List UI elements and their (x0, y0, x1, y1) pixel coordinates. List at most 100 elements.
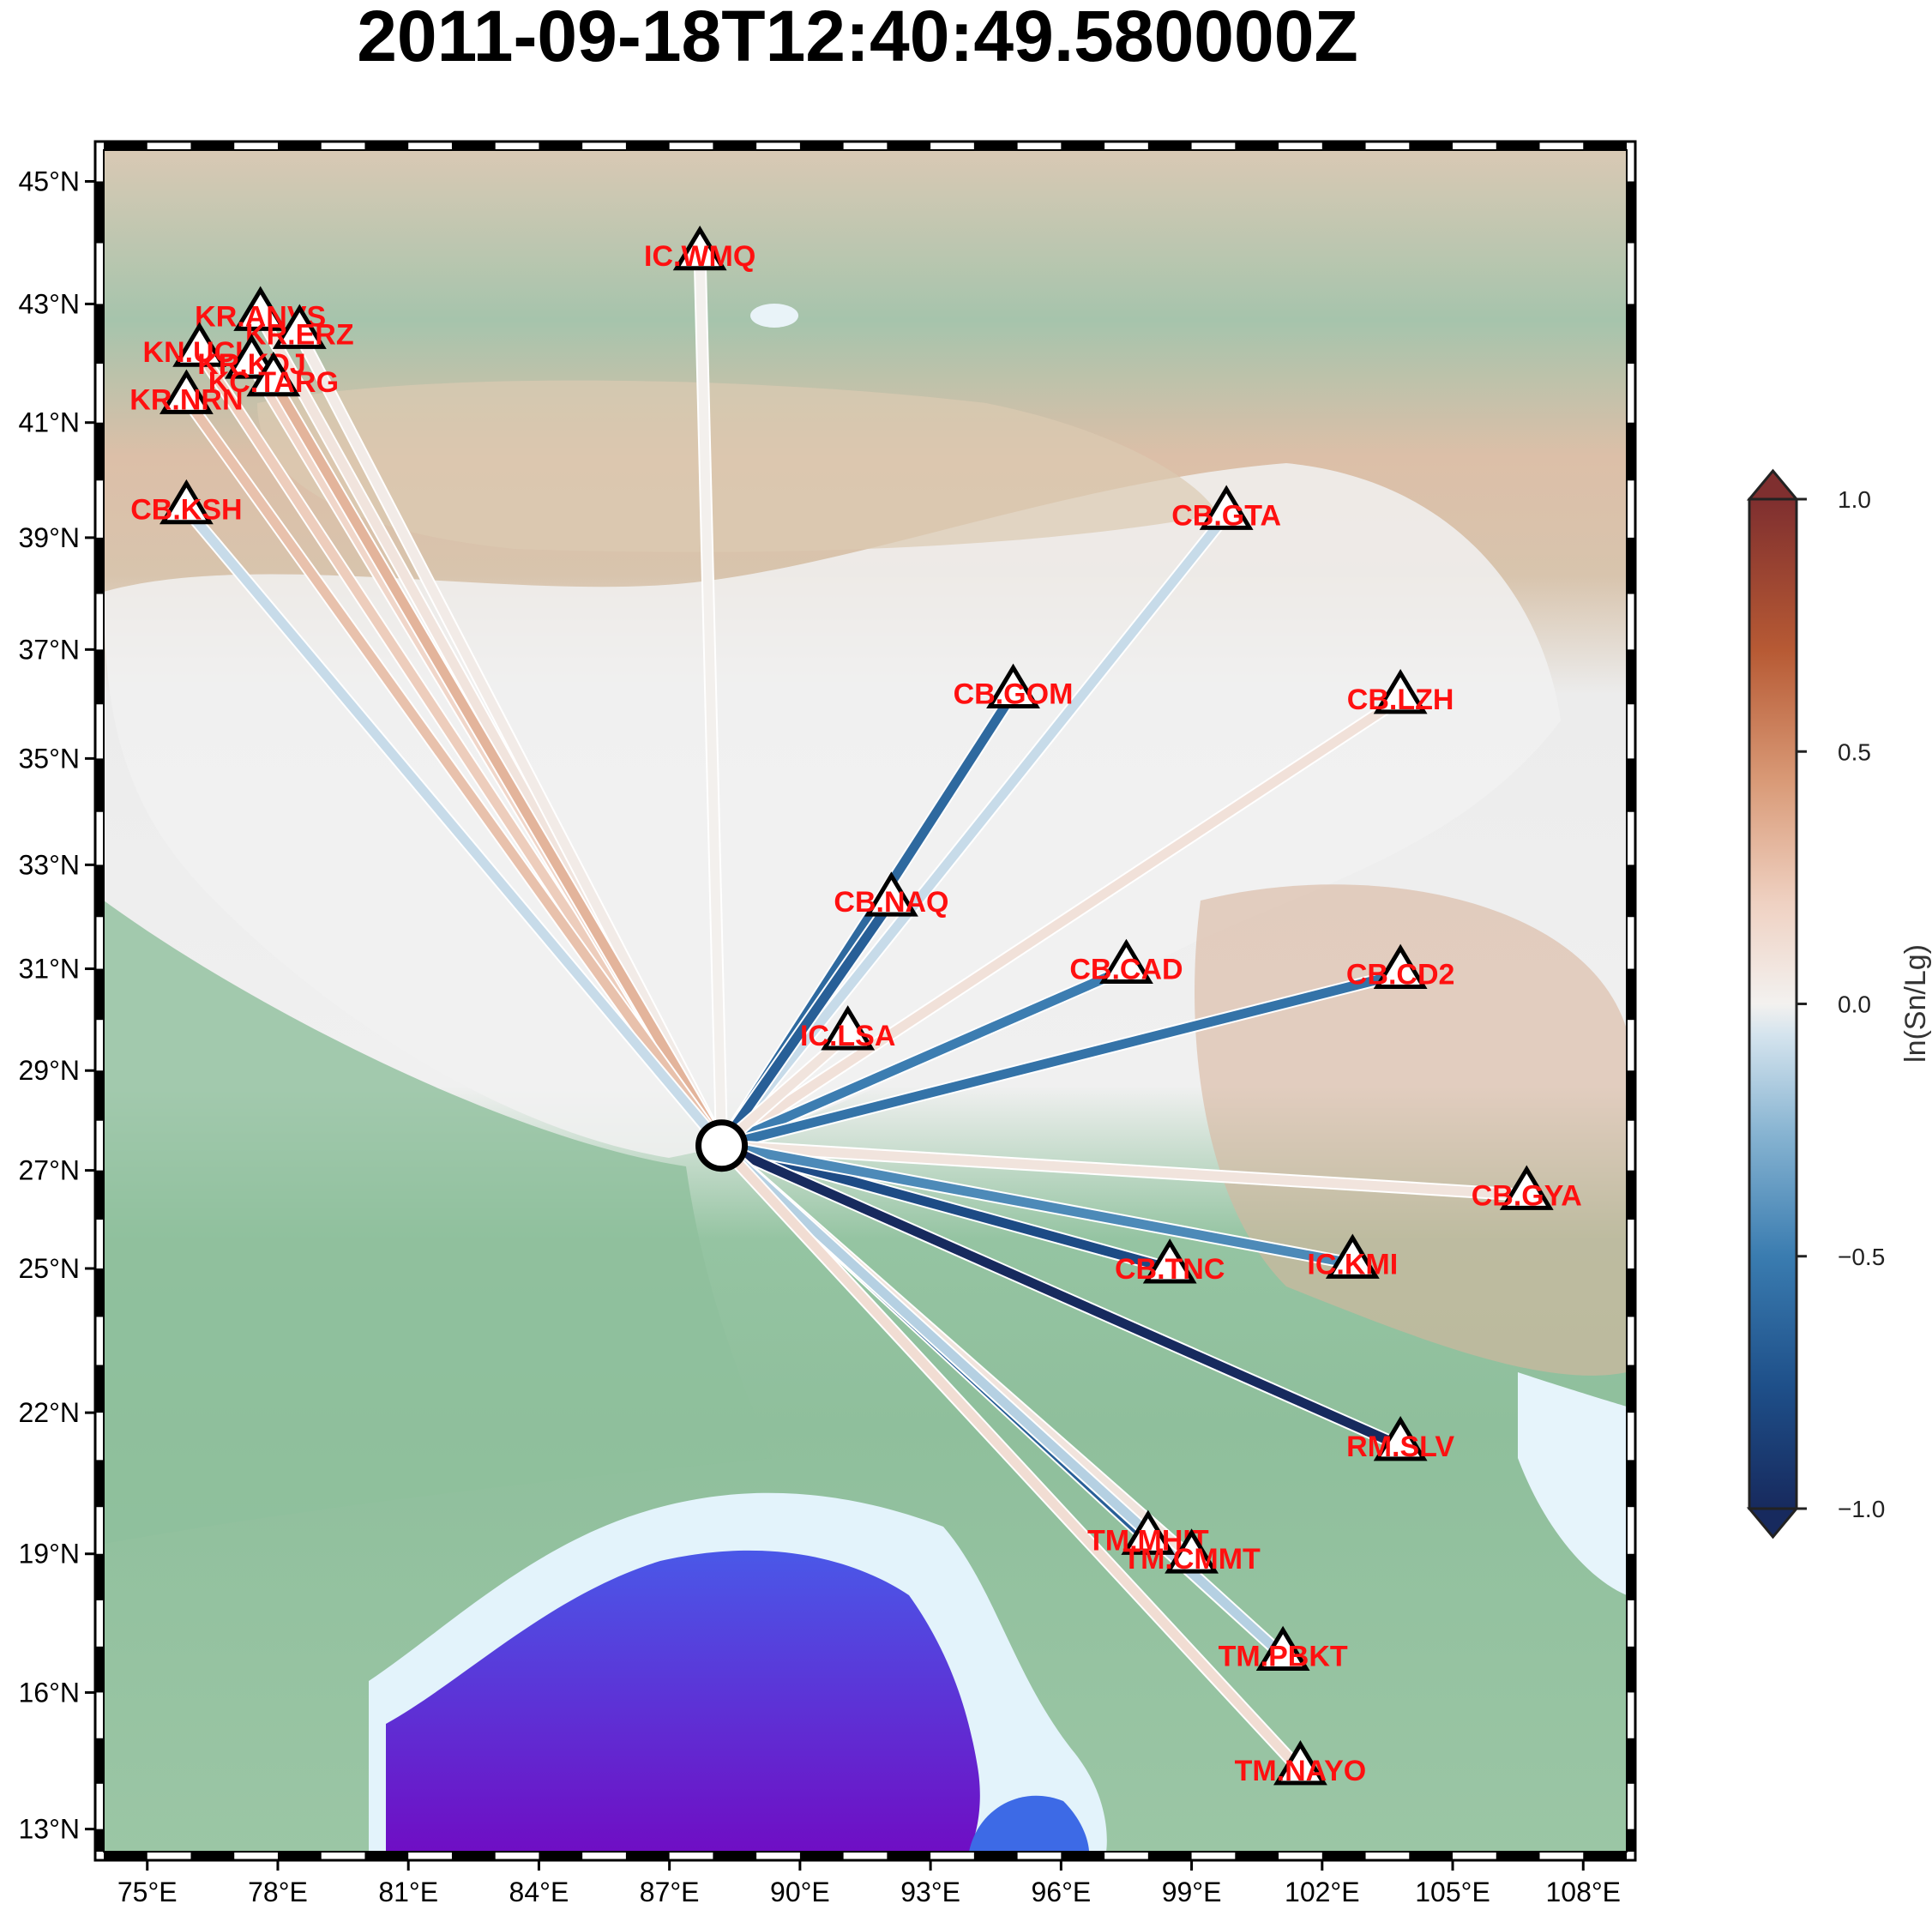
lon-tick-label: 84°E (509, 1877, 569, 1907)
lon-tick-label: 81°E (378, 1877, 438, 1907)
frame-segment (451, 1852, 496, 1860)
frame-segment (277, 1852, 322, 1860)
ray-path (718, 1142, 1304, 1774)
station-label: CB.GYA (1472, 1179, 1582, 1212)
lat-tick-label: 35°N (19, 743, 81, 774)
colorbar-tick-label: 1.0 (1838, 486, 1871, 513)
station-triangle[interactable] (1373, 1415, 1428, 1461)
station-triangle[interactable] (1165, 1528, 1219, 1574)
station-triangle[interactable] (246, 351, 301, 397)
frame-segment (1627, 1738, 1635, 1784)
ray-path (295, 331, 726, 1148)
colorbar-tick-label: 0.0 (1838, 991, 1871, 1018)
frame-segment (104, 1852, 147, 1860)
frame-segment (190, 142, 235, 150)
colorbar-title: ln(Sn/Lg) (1899, 944, 1932, 1063)
station-triangle[interactable] (225, 334, 279, 379)
colorbar-bar (1748, 497, 1798, 1510)
lat-tick-label: 31°N (19, 954, 81, 985)
station-label: TM.NAYO (1235, 1755, 1367, 1787)
frame-segment (799, 142, 844, 150)
lat-tick-label: 39°N (19, 522, 81, 553)
frame-segment (1583, 142, 1627, 150)
station-triangle[interactable] (1199, 485, 1254, 530)
station-label: CB.CAD (1069, 954, 1183, 986)
frame-segment (95, 422, 104, 481)
station-label: KR.NRN (129, 383, 243, 416)
frame-segment (1627, 537, 1635, 594)
frame-segment (451, 142, 496, 150)
ray-path (719, 695, 1404, 1150)
lon-tick-label: 78°E (248, 1877, 308, 1907)
station-label: CB.NAQ (834, 886, 948, 919)
frame-segment (1627, 649, 1635, 705)
station-triangle[interactable] (1255, 1625, 1310, 1672)
event-marker[interactable] (695, 1119, 749, 1172)
frame-segment (539, 1852, 583, 1860)
stations-layer: IC.WMQKR.ANVSKR.ERZKN.UCHKR.KDJKC.TARGKR… (129, 225, 1582, 1787)
frame-segment (95, 1070, 104, 1121)
lon-tick-label: 90°E (770, 1877, 830, 1907)
frame-segment (1627, 1365, 1635, 1413)
lon-tick-label: 87°E (640, 1877, 700, 1907)
station-triangle[interactable] (159, 479, 214, 525)
station-triangle[interactable] (1099, 938, 1153, 985)
lat-tick-label: 43°N (19, 288, 81, 319)
station-triangle[interactable] (1499, 1165, 1554, 1210)
frame-segment (1627, 1268, 1635, 1317)
frame-segment (1627, 758, 1635, 812)
frame-segment (713, 1852, 757, 1860)
ray-path (719, 964, 1129, 1150)
lon-tick-label: 75°E (117, 1877, 178, 1907)
frame-segment (1235, 1852, 1279, 1860)
frame-segment (95, 1553, 104, 1600)
frame-segment (1627, 1070, 1635, 1121)
station-triangle[interactable] (1142, 1238, 1197, 1284)
frame-segment (1496, 142, 1540, 150)
station-triangle[interactable] (821, 1005, 876, 1051)
frame-segment (973, 142, 1018, 150)
axis-ticks: 75°E 78°E 81°E 84°E 87°E 90°E 93°E 96°E 99°E 102°… (19, 166, 1622, 1907)
station-triangle[interactable] (272, 304, 327, 349)
ray-path (720, 969, 1402, 1151)
station-label: KC.TARG (208, 366, 339, 399)
station-triangle[interactable] (1373, 669, 1428, 714)
colorbar-max-triangle (1746, 468, 1800, 501)
colorbar-tick-label: 0.5 (1838, 738, 1871, 765)
station-triangle[interactable] (1325, 1233, 1380, 1279)
frame-segment (190, 1852, 235, 1860)
frame-segment (104, 142, 147, 150)
frame-segment (799, 1852, 844, 1860)
ray-path (718, 898, 895, 1148)
frame-segment (1627, 1646, 1635, 1693)
lon-tick-label: 108°E (1545, 1877, 1621, 1907)
colorbar-min-triangle (1746, 1507, 1800, 1539)
station-triangle[interactable] (672, 225, 727, 271)
ray-path (182, 396, 726, 1148)
frame-segment (1409, 142, 1454, 150)
station-triangle[interactable] (864, 871, 918, 917)
station-triangle[interactable] (1273, 1740, 1327, 1786)
station-triangle[interactable] (986, 663, 1040, 709)
colorbar-tick-label: −0.5 (1838, 1244, 1885, 1270)
frame-segment (277, 142, 322, 150)
frame-segment (1147, 1852, 1192, 1860)
station-triangle[interactable] (172, 322, 227, 367)
frame-segment (1627, 865, 1635, 918)
frame-segment (973, 1852, 1018, 1860)
frame-segment (1496, 1852, 1540, 1860)
map-frame (93, 140, 1637, 1862)
frame-segment (95, 304, 104, 365)
station-triangle[interactable] (1373, 943, 1428, 990)
frame-segment (1061, 1852, 1105, 1860)
frame-segment (1627, 1170, 1635, 1220)
station-triangle[interactable] (159, 369, 214, 414)
station-triangle[interactable] (233, 286, 288, 331)
frame-segment (1321, 1852, 1366, 1860)
station-triangle[interactable] (1121, 1509, 1176, 1555)
station-label: CB.KSH (130, 494, 242, 527)
frame-segment (1583, 1852, 1627, 1860)
frame-segment (95, 758, 104, 812)
station-label: IC.LSA (800, 1020, 895, 1052)
